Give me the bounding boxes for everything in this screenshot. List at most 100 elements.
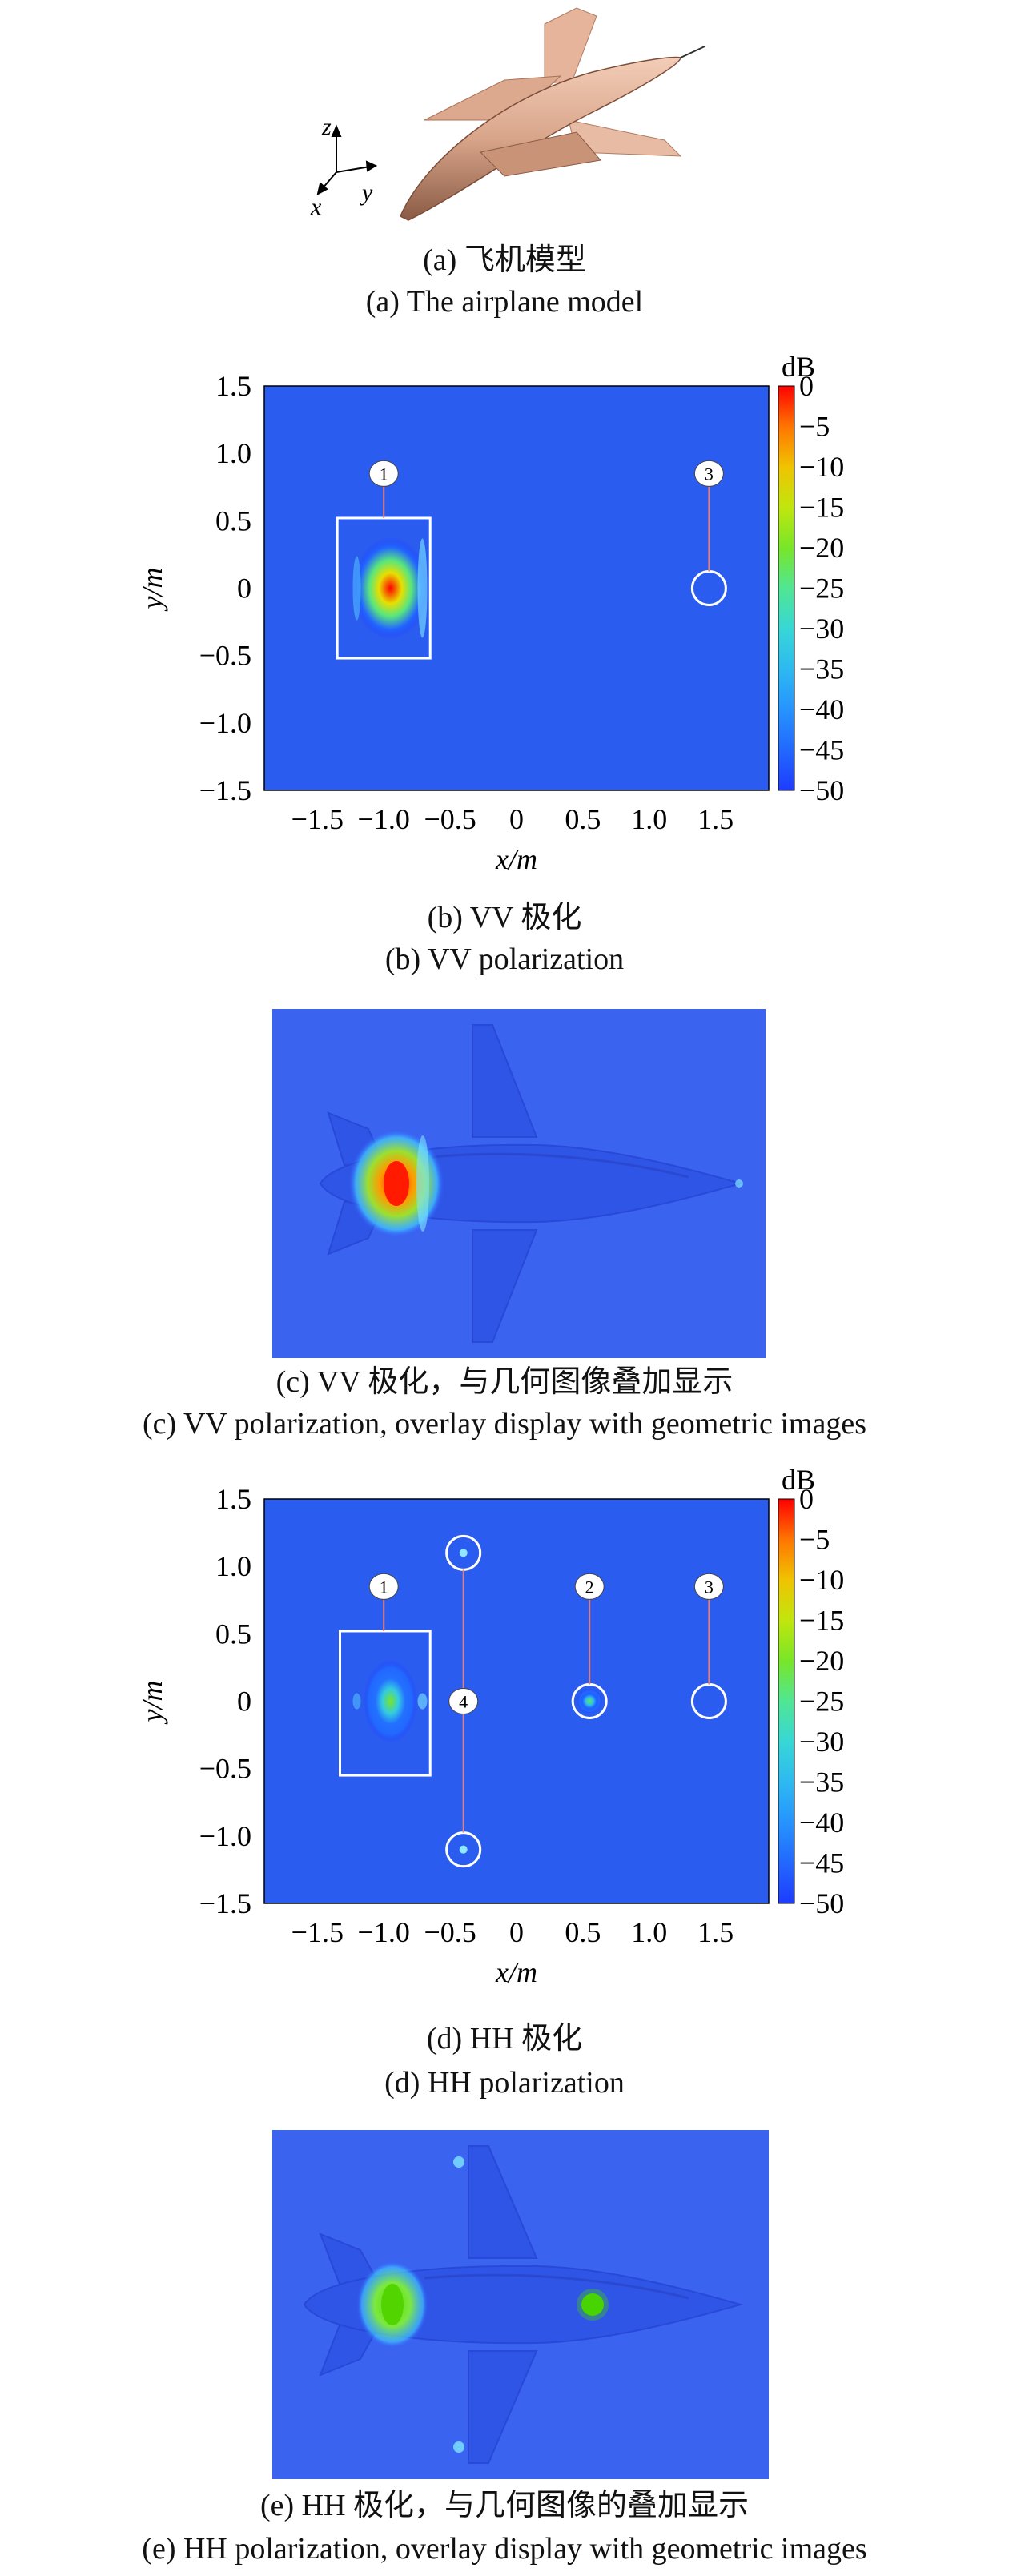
x-tick-label: 1.5 <box>697 803 734 835</box>
colorbar-tick-label: −45 <box>799 1847 844 1879</box>
airplane-model-panel: z x y <box>304 0 721 240</box>
x-tick-label: −1.0 <box>358 1916 410 1948</box>
plot-area <box>264 1499 769 1903</box>
hotspot <box>363 1659 418 1743</box>
vv-overlay-image <box>272 1009 766 1358</box>
colorbar <box>778 385 795 791</box>
marker-badge <box>693 1573 724 1600</box>
caption-c-cn: (c) VV 极化，与几何图像叠加显示 <box>275 1365 734 1399</box>
y-axis-label: y/m <box>136 568 168 612</box>
y-tick-label: 1.0 <box>215 437 251 469</box>
caption-a-en: (a) The airplane model <box>365 285 644 319</box>
colorbar-tick-label: −10 <box>799 1564 844 1596</box>
axis-x-label: x <box>310 194 322 220</box>
y-tick-label: 0 <box>237 1686 251 1718</box>
x-tick-label: 0 <box>509 803 524 835</box>
caption-d-en: (d) HH polarization <box>384 2066 625 2100</box>
colorbar-tick-label: −15 <box>799 1605 844 1637</box>
marker-label: 3 <box>705 464 714 484</box>
sidelobe <box>417 538 428 638</box>
x-tick-label: 1.5 <box>697 1916 734 1948</box>
colorbar-tick-label: −5 <box>799 1524 830 1556</box>
y-tick-label: 1.5 <box>215 370 251 402</box>
x-tick-label: 0.5 <box>565 1916 601 1948</box>
marker-badge <box>693 460 724 487</box>
sidelobe <box>417 1693 428 1710</box>
x-tick-label: −1.5 <box>291 1916 344 1948</box>
x-tick-label: −1.5 <box>291 803 344 835</box>
colorbar-tick-label: −15 <box>799 492 844 524</box>
y-tick-label: −1.5 <box>199 1887 251 1919</box>
caption-d-cn: (d) HH 极化 <box>426 2022 583 2056</box>
sidelobe <box>352 1693 361 1710</box>
x-tick-label: 0 <box>509 1916 524 1948</box>
x-tick-label: −0.5 <box>424 1916 476 1948</box>
marker-box <box>336 516 432 660</box>
airplane-model-image: z x y <box>310 7 705 221</box>
axes-gizmo <box>316 124 378 195</box>
y-tick-label: 0 <box>237 573 251 605</box>
caption-e-en: (e) HH polarization, overlay display wit… <box>142 2532 867 2566</box>
x-tick-label: −0.5 <box>424 803 476 835</box>
caption-a-cn: (a) 飞机模型 <box>423 243 586 277</box>
colorbar-unit: dB <box>782 352 815 383</box>
marker-badge <box>448 1688 479 1714</box>
marker-label: 4 <box>459 1692 468 1712</box>
sidelobe <box>352 556 361 621</box>
marker-label: 2 <box>585 1577 594 1597</box>
y-tick-label: −0.5 <box>199 640 251 672</box>
vv-heatmap-chart: 1 3 −1.5 −1.0 −0.5 0 0.5 1.0 1.5 1.5 1.0 0.5 0 −0.5 −1… <box>136 352 844 875</box>
plot-area <box>264 386 769 790</box>
colorbar-tick-label: −40 <box>799 693 844 725</box>
x-axis-label: x/m <box>495 1956 537 1988</box>
colorbar-tick-label: −25 <box>799 1686 844 1718</box>
marker-badge <box>368 1573 399 1600</box>
y-tick-label: 0.5 <box>215 1618 251 1650</box>
marker-badge <box>368 460 399 487</box>
plot-frame <box>263 385 770 791</box>
plot-frame <box>263 1498 770 1904</box>
caption-b-cn: (b) VV 极化 <box>427 901 582 934</box>
hotspot <box>577 1688 603 1714</box>
colorbar-tick-label: −30 <box>799 613 844 645</box>
y-tick-label: −1.0 <box>199 1820 251 1852</box>
y-tick-label: 1.5 <box>215 1483 251 1515</box>
marker-badge <box>574 1573 605 1600</box>
y-tick-label: −1.0 <box>199 707 251 739</box>
caption-c-en: (c) VV polarization, overlay display wit… <box>142 1407 866 1441</box>
y-tick-label: −0.5 <box>199 1753 251 1785</box>
colorbar-tick-label: 0 <box>799 370 814 402</box>
colorbar-tick-label: −50 <box>799 1887 844 1919</box>
caption-b-en: (b) VV polarization <box>384 942 625 976</box>
colorbar-tick-label: −35 <box>799 1766 844 1798</box>
colorbar <box>778 1498 795 1904</box>
colorbar-tick-label: −10 <box>799 451 844 483</box>
marker-label: 1 <box>380 464 388 484</box>
x-tick-label: 0.5 <box>565 803 601 835</box>
marker-box <box>339 1630 432 1777</box>
axis-y-label: y <box>360 179 373 206</box>
y-axis-label: y/m <box>136 1681 168 1725</box>
hh-overlay-image <box>272 2130 769 2479</box>
x-axis-label: x/m <box>495 843 537 875</box>
hotspot <box>459 1845 468 1854</box>
colorbar-tick-label: −45 <box>799 734 844 766</box>
y-tick-label: 0.5 <box>215 504 251 536</box>
axis-z-label: z <box>321 114 332 140</box>
colorbar-tick-label: −50 <box>799 774 844 806</box>
y-tick-label: 1.0 <box>215 1550 251 1582</box>
x-tick-label: 1.0 <box>631 803 667 835</box>
marker-label: 1 <box>380 1577 388 1597</box>
colorbar-tick-label: −5 <box>799 411 830 443</box>
hh-heatmap-chart: 1 2 3 4 −1.5 −1.0 −0.5 0 0.5 1.0 1.5 1.5 1.0 0.5 0 −0.5… <box>136 1465 844 1988</box>
colorbar-tick-label: −25 <box>799 573 844 605</box>
marker-label: 3 <box>705 1577 714 1597</box>
colorbar-tick-label: −40 <box>799 1806 844 1839</box>
marker-circle <box>445 1831 482 1868</box>
x-tick-label: −1.0 <box>358 803 410 835</box>
caption-e-cn: (e) HH 极化，与几何图像的叠加显示 <box>259 2489 750 2522</box>
colorbar-tick-label: −20 <box>799 1645 844 1677</box>
colorbar-tick-label: −20 <box>799 532 844 564</box>
colorbar-tick-label: −30 <box>799 1726 844 1758</box>
x-tick-label: 1.0 <box>631 1916 667 1948</box>
